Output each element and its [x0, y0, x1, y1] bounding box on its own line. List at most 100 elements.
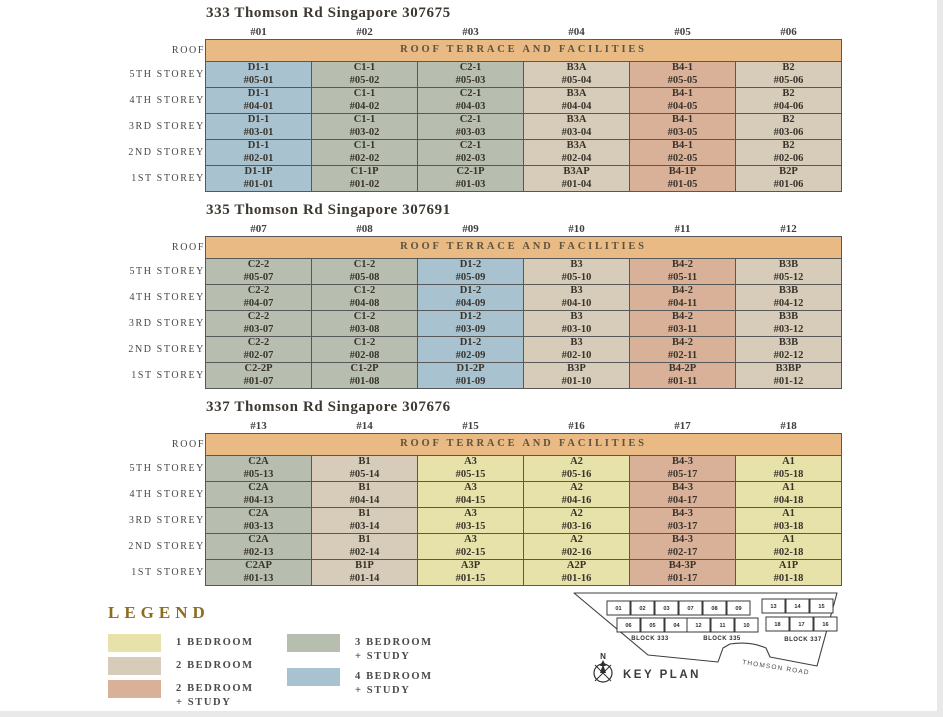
unit-cell: C1-2 #05-08: [311, 258, 418, 285]
unit-cell: B3B #02-12: [735, 336, 842, 363]
unit-number: #02-12: [773, 349, 804, 361]
row-label: ROOF: [171, 45, 205, 56]
unit-cell: D1-1 #04-01: [205, 87, 312, 114]
unit-cell: C2AP #01-13: [205, 559, 312, 586]
unit-number: #03-14: [349, 520, 380, 532]
unit-type: B3AP: [563, 166, 590, 178]
legend-label: 1 BEDROOM: [176, 637, 254, 648]
unit-number: #02-18: [773, 546, 804, 558]
unit-type: A3: [464, 456, 477, 468]
keyplan-unit: 17: [789, 616, 814, 632]
storey-row: 1ST STOREY D1-1P #01-01 C1-1P #01-02 C2-1P #01…: [100, 165, 842, 192]
unit-type: C2A: [248, 482, 269, 494]
unit-cell: A1 #04-18: [735, 481, 842, 508]
unit-number: #01-03: [455, 178, 486, 190]
unit-number: #05-08: [349, 271, 380, 283]
svg-text:16: 16: [822, 622, 828, 628]
keyplan-unit: 06: [616, 617, 641, 633]
unit-number: #01-01: [243, 178, 274, 190]
unit-number: #01-07: [243, 375, 274, 387]
unit-type: B2: [782, 114, 795, 126]
unit-cell: B2 #05-06: [735, 61, 842, 88]
unit-cell: B3BP #01-12: [735, 362, 842, 389]
unit-number: #05-01: [243, 74, 274, 86]
row-label: 3RD STOREY: [128, 318, 205, 329]
unit-number: #05-09: [455, 271, 486, 283]
unit-cell: B2 #02-06: [735, 139, 842, 166]
unit-number: #01-04: [561, 178, 592, 190]
unit-cell: C2A #04-13: [205, 481, 312, 508]
unit-cell: A1 #03-18: [735, 507, 842, 534]
unit-cell: B3P #01-10: [523, 362, 630, 389]
unit-cell: C2-2P #01-07: [205, 362, 312, 389]
unit-cell: B4-2 #05-11: [629, 258, 736, 285]
unit-number: #04-05: [667, 100, 698, 112]
row-label: 5TH STOREY: [129, 266, 205, 277]
svg-text:01: 01: [615, 606, 621, 612]
legend: LEGEND 1 BEDROOM 2 BEDROOM 2 BEDROOM + STUD…: [108, 603, 937, 714]
keyplan-unit: 09: [726, 600, 751, 616]
svg-text:11: 11: [720, 623, 726, 629]
unit-number: #02-09: [455, 349, 486, 361]
unit-number: #02-08: [349, 349, 380, 361]
unit-type: B3A: [566, 140, 587, 152]
keyplan-unit: 15: [809, 598, 834, 614]
unit-number: #05-05: [667, 74, 698, 86]
unit-type: C2-1P: [456, 166, 485, 178]
thomson-road-label: THOMSON ROAD: [742, 659, 810, 677]
unit-cell: B3 #05-10: [523, 258, 630, 285]
roof-terrace-cell: ROOF TERRACE AND FACILITIES: [205, 433, 842, 456]
unit-number: #01-17: [667, 572, 698, 584]
unit-cell: C2A #03-13: [205, 507, 312, 534]
unit-cell: B3B #05-12: [735, 258, 842, 285]
unit-number: #05-06: [773, 74, 804, 86]
row-label: 4TH STOREY: [129, 95, 205, 106]
unit-cell: B1 #02-14: [311, 533, 418, 560]
svg-text:18: 18: [774, 622, 780, 628]
unit-number: #03-12: [773, 323, 804, 335]
svg-text:02: 02: [639, 606, 645, 612]
keyplan-block-label: BLOCK 337: [784, 637, 822, 643]
unit-number: #04-02: [349, 100, 380, 112]
unit-number: #01-11: [667, 375, 698, 387]
unit-cell: D1-1 #03-01: [205, 113, 312, 140]
unit-type: B3A: [566, 88, 587, 100]
unit-type: C2A: [248, 534, 269, 546]
svg-text:15: 15: [818, 604, 824, 610]
keyplan-unit: 18: [765, 616, 790, 632]
keyplan-unit: 03: [654, 600, 679, 616]
legend-item: 1 BEDROOM: [108, 634, 287, 652]
unit-type: C2A: [248, 456, 269, 468]
keyplan-unit: 14: [785, 598, 810, 614]
unit-cell: B4-3 #04-17: [629, 481, 736, 508]
unit-cell: C1-2P #01-08: [311, 362, 418, 389]
unit-type: C1-2: [353, 337, 376, 349]
unit-type: C2-1: [459, 62, 482, 74]
unit-cell: C2-1 #04-03: [417, 87, 524, 114]
unit-cell: A3 #05-15: [417, 455, 524, 482]
unit-number: #05-12: [773, 271, 804, 283]
unit-type: C1-2P: [350, 363, 379, 375]
unit-cell: D1-2 #03-09: [417, 310, 524, 337]
row-label: 1ST STOREY: [131, 567, 205, 578]
unit-cell: C1-1 #04-02: [311, 87, 418, 114]
keyplan-unit: 16: [813, 616, 838, 632]
unit-cell: B3 #04-10: [523, 284, 630, 311]
unit-number: #02-07: [243, 349, 274, 361]
unit-type: B4-1: [672, 62, 693, 74]
unit-cell: B1 #04-14: [311, 481, 418, 508]
unit-number: #02-13: [243, 546, 274, 558]
unit-number: #02-11: [667, 349, 698, 361]
unit-type: A2: [570, 508, 583, 520]
unit-cell: C2A #05-13: [205, 455, 312, 482]
unit-number: #04-18: [773, 494, 804, 506]
block-section: 337 Thomson Rd Singapore 307676 #13 #14 #1…: [100, 398, 937, 586]
storey-row: 2ND STOREY D1-1 #02-01 C1-1 #02-02 C2-1 #02-03…: [100, 139, 842, 166]
unit-number: #04-14: [349, 494, 380, 506]
keyplan-unit: 13: [761, 598, 786, 614]
unit-type: B4-1P: [668, 166, 697, 178]
svg-text:10: 10: [743, 623, 749, 629]
unit-type: B1P: [355, 560, 374, 572]
keyplan-unit: 11: [710, 617, 735, 633]
unit-number: #02-10: [561, 349, 592, 361]
